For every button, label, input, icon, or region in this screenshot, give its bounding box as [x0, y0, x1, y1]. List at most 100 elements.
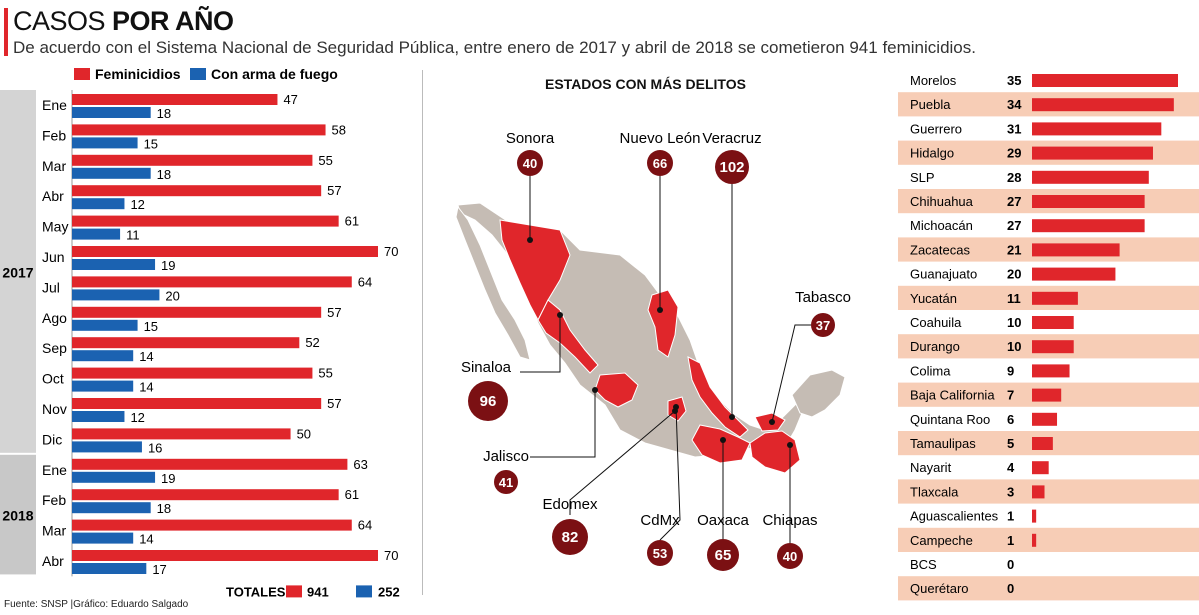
value-label-arma: 18 [157, 106, 171, 121]
state-bar [1032, 533, 1037, 547]
sinaloa-shape [537, 299, 599, 374]
callout-state-name: CdMx [640, 512, 680, 529]
callout-anchor-dot [787, 442, 793, 448]
value-label-feminicidios: 57 [327, 305, 341, 320]
month-tick-label: Ene [42, 462, 67, 478]
callout-value: 96 [480, 393, 497, 410]
bar-feminicidios [72, 246, 378, 257]
year-label-2017: 2017 [2, 264, 33, 280]
callout-state-name: Veracruz [702, 130, 761, 147]
value-label-arma: 20 [165, 288, 179, 303]
callout-value: 37 [816, 318, 830, 333]
bar-arma [72, 259, 156, 270]
bar-arma [72, 441, 142, 453]
state-bar [1032, 437, 1053, 450]
divider-line [422, 70, 423, 595]
callout-state-name: Edomex [542, 496, 598, 513]
state-label: SLP [910, 170, 935, 185]
state-value: 0 [1007, 557, 1014, 572]
state-label: Chihuahua [910, 194, 974, 209]
state-label: Yucatán [910, 291, 957, 306]
value-label-feminicidios: 50 [297, 426, 311, 441]
state-value: 1 [1007, 509, 1014, 524]
bar-feminicidios [72, 154, 313, 166]
state-value: 21 [1007, 242, 1021, 257]
bar-feminicidios [72, 94, 278, 105]
state-bar [1032, 316, 1074, 329]
state-value: 31 [1007, 121, 1021, 136]
page-subtitle: De acuerdo con el Sistema Nacional de Se… [13, 38, 976, 57]
callout-value-circle [468, 381, 508, 421]
callout-value: 102 [719, 159, 744, 176]
value-label-arma: 12 [130, 410, 144, 425]
bar-feminicidios [72, 276, 352, 288]
bar-feminicidios [72, 550, 378, 561]
bar-arma [72, 289, 160, 301]
value-label-arma: 11 [126, 228, 140, 243]
state-bar [1032, 219, 1145, 233]
callout-value-circle [777, 543, 803, 569]
value-label-feminicidios: 55 [318, 153, 332, 168]
state-bar [1032, 195, 1145, 208]
state-label: Hidalgo [910, 146, 954, 161]
row-stripe [898, 527, 1199, 552]
source-credit: Fuente: SNSP |Gráfico: Eduardo Salgado [4, 599, 189, 610]
callout-value: 41 [499, 475, 513, 490]
state-label: Guanajuato [910, 267, 977, 282]
map-callout: Tabasco 37 [769, 289, 851, 425]
state-bar [1032, 364, 1070, 378]
bar-feminicidios [72, 458, 348, 470]
value-label-feminicidios: 57 [327, 183, 341, 198]
state-label: Morelos [910, 73, 957, 88]
value-label-feminicidios: 70 [384, 244, 398, 259]
callout-value-circle [707, 539, 739, 571]
state-value: 4 [1007, 460, 1015, 475]
map-callout: Nuevo León 66 [620, 130, 701, 313]
callout-anchor-dot [769, 419, 775, 425]
map-callout: Chiapas 40 [762, 442, 818, 569]
bar-feminicidios [72, 489, 339, 501]
value-label-feminicidios: 57 [327, 396, 341, 411]
state-bar [1032, 291, 1078, 305]
baja-california-shape [455, 205, 531, 361]
mexico-map: Sonora 40 Nuevo León 66 Veracruz 102 Tabasco 37… [455, 130, 851, 571]
state-bar [1032, 267, 1116, 281]
value-label-feminicidios: 61 [345, 487, 359, 502]
month-tick-label: Nov [42, 401, 67, 417]
state-label: Guerrero [910, 121, 962, 136]
value-label-feminicidios: 61 [345, 214, 359, 229]
state-label: Nayarit [910, 460, 952, 475]
map-callout: Sonora 40 [506, 130, 555, 243]
state-label: Baja California [910, 388, 995, 403]
state-value: 10 [1007, 315, 1021, 330]
bar-feminicidios [72, 306, 322, 318]
value-label-arma: 15 [144, 319, 158, 334]
map-callout: Oaxaca 65 [697, 437, 750, 571]
map-callout: Jalisco 41 [483, 387, 598, 494]
totals-value-arma: 252 [378, 584, 400, 599]
state-value: 6 [1007, 412, 1014, 427]
title-accent-bar [4, 8, 8, 56]
map-callout: Sinaloa 96 [461, 312, 563, 421]
callout-anchor-dot [673, 404, 679, 410]
title-bold: POR AÑO [112, 6, 234, 36]
bar-arma [72, 137, 138, 149]
callout-value: 66 [653, 156, 667, 171]
callout-leader-line [659, 406, 681, 541]
month-tick-label: Abr [42, 553, 64, 569]
callout-value-circle [517, 150, 543, 176]
value-label-arma: 14 [139, 380, 153, 395]
state-bar [1032, 388, 1062, 402]
callout-value: 65 [715, 547, 732, 564]
callout-anchor-dot [592, 387, 598, 393]
totals-swatch-feminicidios [286, 585, 302, 598]
map-title: ESTADOS CON MÁS DELITOS [545, 76, 746, 92]
callout-value: 40 [523, 156, 537, 171]
value-label-arma: 19 [161, 471, 175, 486]
bar-arma [72, 563, 147, 574]
month-tick-label: Feb [42, 492, 66, 508]
state-value: 7 [1007, 388, 1014, 403]
callout-state-name: Nuevo León [620, 130, 701, 147]
state-value: 5 [1007, 436, 1014, 451]
state-label: Coahuila [910, 315, 962, 330]
